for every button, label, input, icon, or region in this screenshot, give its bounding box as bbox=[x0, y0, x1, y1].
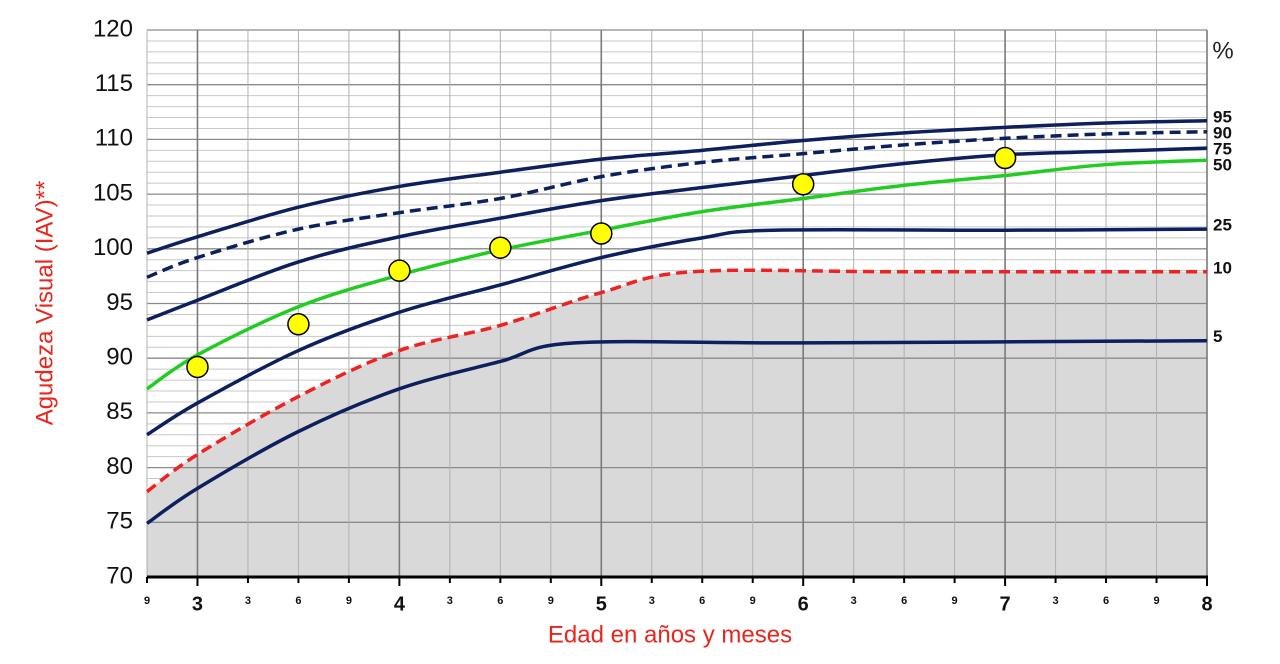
series-label: 90 bbox=[1213, 123, 1232, 142]
series-header: % bbox=[1212, 37, 1233, 64]
x-axis-label: Edad en años y meses bbox=[548, 621, 792, 648]
y-tick-label: 70 bbox=[106, 562, 133, 589]
x-tick-label: 3 bbox=[851, 595, 857, 607]
x-tick-label: 9 bbox=[750, 595, 756, 607]
y-tick-label: 105 bbox=[93, 179, 133, 206]
x-tick-label: 9 bbox=[1153, 595, 1159, 607]
percentile-line bbox=[146, 119, 1208, 255]
x-tick-label: 6 bbox=[295, 595, 301, 607]
y-tick-label: 120 bbox=[93, 15, 133, 42]
y-axis-label: Agudeza Visual (IAV)** bbox=[31, 181, 58, 426]
x-tick-label: 6 bbox=[901, 595, 907, 607]
percentile-line bbox=[146, 146, 1208, 322]
series-label: 10 bbox=[1213, 258, 1232, 277]
x-tick-label: 8 bbox=[1201, 593, 1212, 615]
x-tick-label: 3 bbox=[1053, 595, 1059, 607]
series-label: 50 bbox=[1213, 155, 1232, 174]
series-label: 5 bbox=[1213, 327, 1222, 346]
x-tick-label: 3 bbox=[447, 595, 453, 607]
series-label: 75 bbox=[1213, 139, 1232, 158]
percentile-line bbox=[146, 338, 1208, 525]
x-tick-label: 6 bbox=[497, 595, 503, 607]
y-tick-label: 90 bbox=[106, 344, 133, 371]
data-point bbox=[489, 236, 512, 259]
data-point bbox=[186, 355, 209, 379]
series-label: 25 bbox=[1213, 216, 1232, 235]
shaded-area bbox=[147, 270, 1207, 577]
y-tick-label: 110 bbox=[95, 125, 133, 152]
y-tick-label: 100 bbox=[93, 234, 133, 261]
x-tick-label: 7 bbox=[1000, 593, 1011, 615]
x-tick-label: 5 bbox=[596, 593, 607, 615]
percentile-line bbox=[146, 129, 1208, 279]
x-tick-label: 3 bbox=[649, 595, 655, 607]
data-point bbox=[287, 313, 310, 336]
x-tick-label: 3 bbox=[192, 593, 203, 615]
data-point bbox=[791, 173, 815, 196]
x-tick-label: 9 bbox=[346, 595, 352, 607]
y-tick-label: 85 bbox=[106, 398, 133, 425]
y-tick-label: 80 bbox=[106, 453, 133, 480]
x-tick-label: 9 bbox=[952, 595, 958, 607]
x-tick-label: 6 bbox=[699, 595, 705, 607]
y-tick-label: 75 bbox=[106, 508, 133, 535]
data-point bbox=[590, 222, 613, 245]
x-tick-label: 3 bbox=[245, 595, 251, 607]
x-tick-label: 4 bbox=[394, 593, 406, 615]
percentile-line bbox=[145, 268, 1207, 494]
x-tick-label: 6 bbox=[798, 593, 809, 615]
data-point bbox=[993, 146, 1017, 170]
series-label: 95 bbox=[1213, 107, 1232, 126]
percentile-line bbox=[146, 158, 1208, 391]
x-tick-label: 6 bbox=[1103, 595, 1109, 607]
percentile-line bbox=[146, 227, 1208, 437]
x-tick-label: 9 bbox=[144, 595, 150, 607]
y-tick-label: 115 bbox=[95, 70, 133, 97]
x-tick-label: 9 bbox=[548, 595, 554, 607]
y-tick-label: 95 bbox=[106, 289, 133, 316]
data-point bbox=[388, 259, 411, 282]
